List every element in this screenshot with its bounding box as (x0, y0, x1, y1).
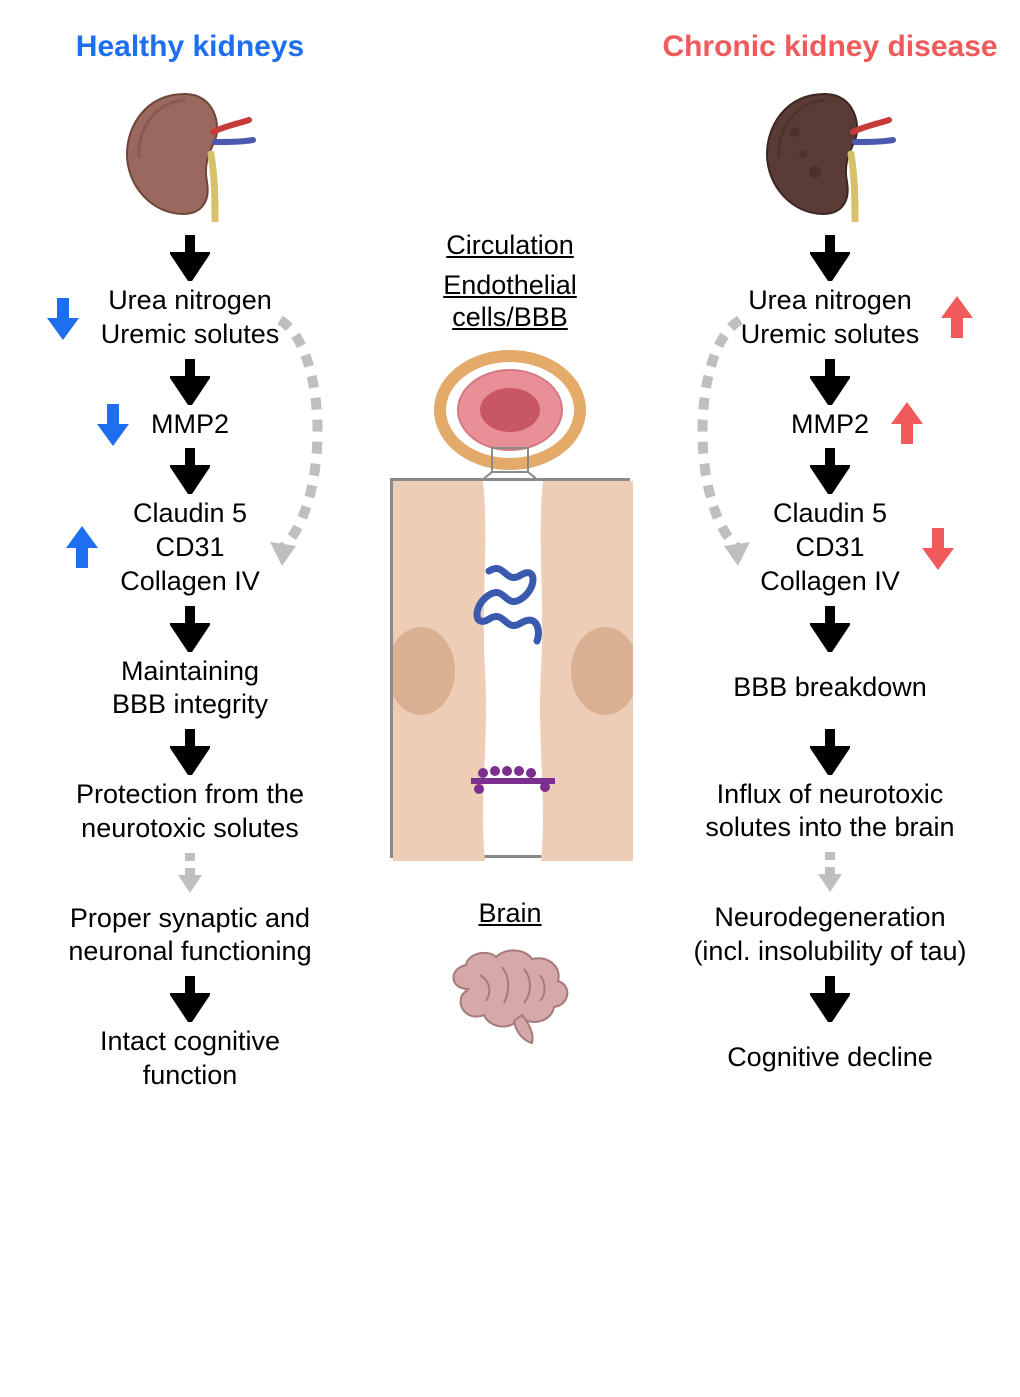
arrow-icon (810, 441, 850, 497)
brain-icon (440, 945, 580, 1045)
text-line: Intact cognitive (100, 1026, 280, 1056)
node-claudin-left: Claudin 5 CD31 Collagen IV (120, 497, 260, 598)
arrow-icon (810, 228, 850, 284)
text-line: Cognitive decline (727, 1041, 933, 1075)
right-column: Chronic kidney disease Urea nitrogen Ure… (670, 30, 990, 1092)
arrow-icon (810, 722, 850, 778)
node-claudin-right: Claudin 5 CD31 Collagen IV (760, 497, 900, 598)
text-line: Protection from the (76, 779, 304, 809)
node-urea-right: Urea nitrogen Uremic solutes (741, 284, 920, 352)
text-line: MMP2 (151, 409, 229, 439)
text-line: function (143, 1060, 238, 1090)
node-urea-left: Urea nitrogen Uremic solutes (101, 284, 280, 352)
text-line: Endothelial (443, 270, 577, 300)
text-line: cells/BBB (452, 302, 568, 332)
node-integrity: Maintaining BBB integrity (112, 655, 268, 723)
kidney-healthy-icon (115, 82, 265, 222)
text-line: Urea nitrogen (748, 285, 912, 315)
text-line: (incl. insolubility of tau) (693, 936, 966, 966)
text-line: Claudin 5 (773, 498, 887, 528)
text-line: CD31 (155, 532, 224, 562)
vessel-icon (430, 348, 590, 478)
arrow-icon (170, 441, 210, 497)
text-line: Maintaining (121, 656, 259, 686)
arrow-icon (170, 599, 210, 655)
text-line: neuronal functioning (68, 936, 311, 966)
arrow-icon (810, 599, 850, 655)
node-neurodeg: Neurodegeneration (incl. insolubility of… (693, 901, 966, 969)
arrow-icon (810, 969, 850, 1025)
title-healthy: Healthy kidneys (76, 30, 304, 64)
indicator-down-icon (45, 294, 81, 342)
node-mmp2-left: MMP2 (151, 408, 229, 442)
node-synaptic: Proper synaptic and neuronal functioning (68, 902, 311, 970)
node-influx: Influx of neurotoxic solutes into the br… (705, 778, 954, 846)
text-line: neurotoxic solutes (81, 813, 299, 843)
indicator-down-icon (95, 400, 131, 448)
label-circulation: Circulation (446, 230, 574, 261)
arrow-icon (170, 352, 210, 408)
left-column: Healthy kidneys Urea nitrogen Uremic sol… (30, 30, 350, 1093)
label-endothelial: Endothelial cells/BBB (443, 269, 577, 334)
node-mmp2-right: MMP2 (791, 408, 869, 442)
text-line: Collagen IV (760, 566, 900, 596)
text-line: Proper synaptic and (70, 903, 310, 933)
text-line: Uremic solutes (741, 319, 920, 349)
text-line: BBB breakdown (733, 671, 927, 705)
title-disease: Chronic kidney disease (662, 30, 997, 64)
indicator-up-icon (889, 400, 925, 448)
node-protection: Protection from the neurotoxic solutes (76, 778, 304, 846)
text-line: BBB integrity (112, 689, 268, 719)
arrow-icon (170, 228, 210, 284)
node-cognitive-intact: Intact cognitive function (100, 1025, 280, 1093)
text-line: solutes into the brain (705, 812, 954, 842)
kidney-disease-icon (755, 82, 905, 222)
text-line: CD31 (795, 532, 864, 562)
text-line: MMP2 (791, 409, 869, 439)
indicator-up-icon (64, 524, 100, 572)
arrow-dashed-icon (170, 846, 210, 902)
arrow-icon (810, 352, 850, 408)
indicator-down-icon (920, 524, 956, 572)
node-decline: Cognitive decline (727, 1025, 933, 1092)
label-brain: Brain (478, 898, 541, 929)
arrow-icon (170, 722, 210, 778)
bbb-cells-icon (390, 478, 630, 858)
center-column: Circulation Endothelial cells/BBB (370, 230, 650, 1045)
arrow-dashed-icon (810, 845, 850, 901)
arrow-icon (170, 969, 210, 1025)
text-line: Urea nitrogen (108, 285, 272, 315)
node-breakdown: BBB breakdown (733, 655, 927, 722)
text-line: Uremic solutes (101, 319, 280, 349)
text-line: Influx of neurotoxic (717, 779, 944, 809)
indicator-up-icon (939, 294, 975, 342)
text-line: Claudin 5 (133, 498, 247, 528)
text-line: Neurodegeneration (714, 902, 945, 932)
text-line: Collagen IV (120, 566, 260, 596)
